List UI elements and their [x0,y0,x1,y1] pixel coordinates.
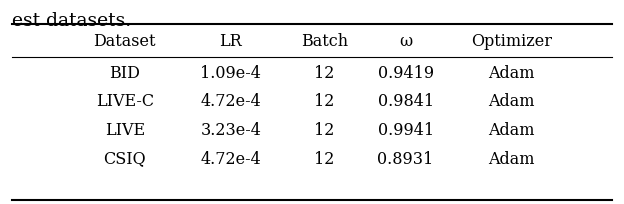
Text: 12: 12 [314,65,334,82]
Text: 0.8931: 0.8931 [378,151,434,168]
Text: Adam: Adam [489,93,535,111]
Text: 0.9419: 0.9419 [378,65,434,82]
Text: 1.09e-4: 1.09e-4 [200,65,261,82]
Text: est datasets.: est datasets. [12,12,132,30]
Text: 12: 12 [314,151,334,168]
Text: LIVE: LIVE [105,122,145,139]
Text: 0.9941: 0.9941 [378,122,434,139]
Text: Adam: Adam [489,65,535,82]
Text: Adam: Adam [489,122,535,139]
Text: Batch: Batch [301,33,348,50]
Text: ω: ω [399,33,412,50]
Text: LIVE-C: LIVE-C [95,93,154,111]
Text: Optimizer: Optimizer [471,33,552,50]
Text: CSIQ: CSIQ [104,151,146,168]
Text: Dataset: Dataset [94,33,156,50]
Text: 4.72e-4: 4.72e-4 [200,93,261,111]
Text: Adam: Adam [489,151,535,168]
Text: 3.23e-4: 3.23e-4 [200,122,261,139]
Text: 4.72e-4: 4.72e-4 [200,151,261,168]
Text: LR: LR [220,33,242,50]
Text: 12: 12 [314,93,334,111]
Text: 0.9841: 0.9841 [378,93,434,111]
Text: BID: BID [109,65,140,82]
Text: 12: 12 [314,122,334,139]
